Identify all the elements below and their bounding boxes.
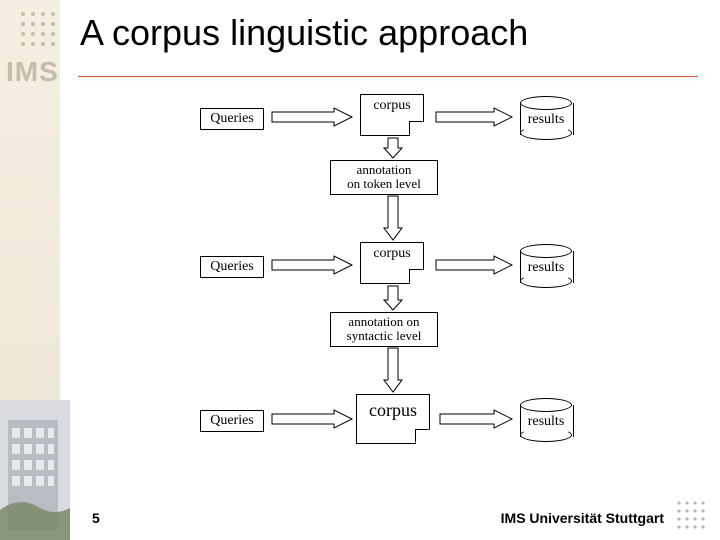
results-cylinder-1: results [520,96,572,140]
arrow-corpus-to-results-3 [440,410,512,428]
corpus-box-1: corpus [360,94,424,136]
results-label-2: results [520,260,572,276]
building-photo-icon [0,400,70,540]
arrow-ann-to-row2 [384,196,402,240]
arrow-queries-to-corpus-2 [272,256,352,274]
dogear-icon [415,429,430,444]
slide: IMS Stuttgart A corpus linguistic approa… [0,0,720,540]
arrow-queries-to-corpus-3 [272,410,352,428]
page-number: 5 [92,510,100,526]
corpus-label-1: corpus [361,98,423,113]
arrow-queries-to-corpus-1 [272,108,352,126]
queries-box-1: Queries [200,108,264,130]
annotation-box-2: annotation on syntactic level [330,312,438,347]
flowchart-diagram: Queries corpus results annotation on tok… [200,94,610,484]
corpus-box-2: corpus [360,242,424,284]
sidebar-ims-label: IMS [6,56,59,88]
footer-attribution: IMS Universität Stuttgart [501,510,664,526]
title-underline [78,76,698,77]
arrow-corpus-to-ann-2 [384,286,402,310]
corpus-label-3: corpus [357,401,429,421]
dot-pattern-bottom [674,498,708,532]
corpus-label-2: corpus [361,246,423,261]
dogear-icon [409,269,424,284]
results-cylinder-3: results [520,398,572,442]
page-title: A corpus linguistic approach [80,12,528,54]
arrow-corpus-to-results-1 [436,108,512,126]
arrow-corpus-to-results-2 [436,256,512,274]
results-label-3: results [520,414,572,430]
corpus-box-3: corpus [356,394,430,444]
queries-box-3: Queries [200,410,264,432]
annotation-box-1: annotation on token level [330,160,438,195]
arrow-corpus-to-ann-1 [384,138,402,158]
dogear-icon [409,121,424,136]
queries-box-2: Queries [200,256,264,278]
results-cylinder-2: results [520,244,572,288]
results-label-1: results [520,112,572,128]
arrow-ann-to-row3 [384,348,402,392]
sidebar: IMS Stuttgart [0,0,60,540]
